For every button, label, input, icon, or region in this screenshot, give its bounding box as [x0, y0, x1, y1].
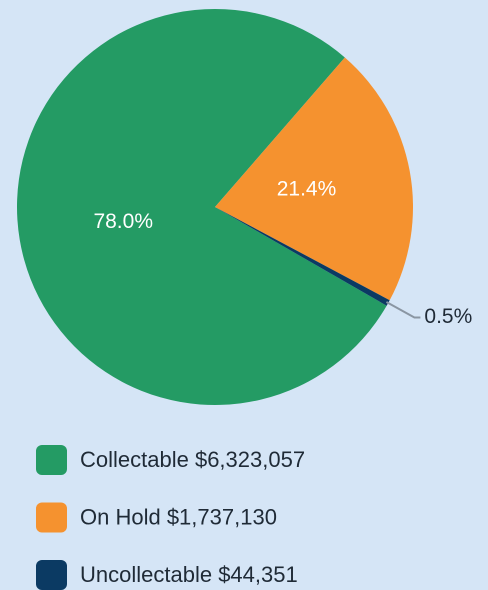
slice-label: 21.4% [277, 178, 337, 201]
legend-label: Uncollectable $44,351 [80, 562, 298, 587]
legend-swatch [36, 445, 67, 475]
leader-line [385, 301, 421, 319]
slice-label: 0.5% [424, 305, 472, 328]
legend-label: Collectable $6,323,057 [80, 447, 305, 472]
pie-slice [215, 207, 390, 306]
pie-slice [16, 9, 387, 406]
pie-slice [215, 57, 414, 301]
legend-swatch [36, 560, 67, 590]
legend-label: On Hold $1,737,130 [80, 504, 277, 529]
slice-label: 78.0% [93, 210, 153, 233]
legend-swatch [36, 502, 67, 533]
